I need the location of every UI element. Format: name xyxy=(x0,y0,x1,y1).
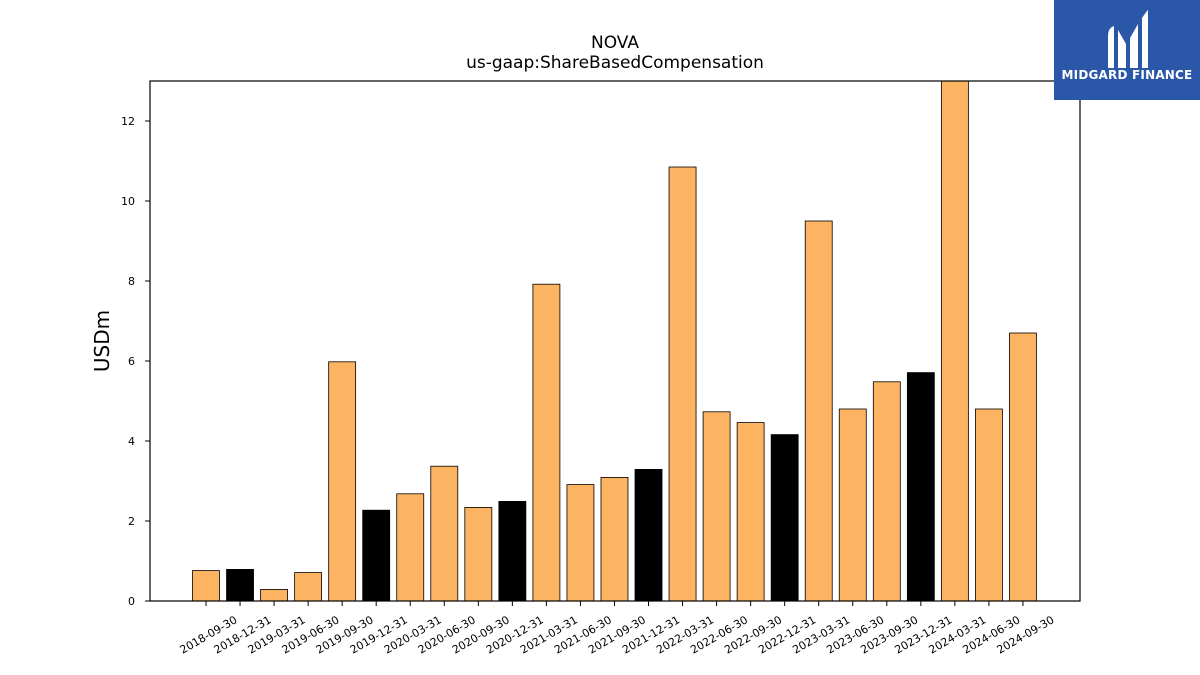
bars-group xyxy=(192,80,1037,602)
bar-2019-03-31 xyxy=(260,589,288,602)
bar-2023-09-30 xyxy=(872,381,901,602)
bar-2021-06-30 xyxy=(566,484,595,602)
bar-2022-06-30 xyxy=(702,411,731,602)
bar-2020-12-31 xyxy=(498,500,527,602)
midgard-m-logo-icon xyxy=(1108,10,1148,68)
y-tick-label: 10 xyxy=(121,195,135,208)
y-axis-ticks: 0 2 4 6 8 10 12 xyxy=(121,115,150,608)
y-tick-label: 0 xyxy=(128,595,135,608)
y-tick-label: 4 xyxy=(128,435,135,448)
bar-2019-06-30 xyxy=(294,572,323,602)
bar-2021-03-31 xyxy=(532,283,561,602)
bar-2024-09-30 xyxy=(1009,332,1037,602)
bar-2021-09-30 xyxy=(600,476,629,602)
logo-text: MIDGARD FINANCE xyxy=(1061,68,1193,82)
bar-2019-12-31 xyxy=(362,509,391,602)
chart-subtitle: us-gaap:ShareBasedCompensation xyxy=(466,53,764,73)
bar-2020-03-31 xyxy=(396,493,425,602)
plot-frame xyxy=(149,80,1081,602)
bar-2021-12-31 xyxy=(634,468,663,602)
chart-title: NOVA xyxy=(591,33,639,53)
bar-2023-03-31 xyxy=(804,220,833,602)
bar-2022-09-30 xyxy=(736,422,765,602)
y-tick-label: 6 xyxy=(128,355,135,368)
bar-2020-06-30 xyxy=(430,465,459,602)
bar-2020-09-30 xyxy=(464,506,493,602)
bar-2023-12-31 xyxy=(906,372,935,602)
x-axis-ticks: 2018-09-302018-12-312019-03-312019-06-30… xyxy=(178,601,1056,657)
y-tick-label: 12 xyxy=(121,115,135,128)
y-tick-label: 8 xyxy=(128,275,135,288)
bar-2018-12-31 xyxy=(226,569,254,602)
bar-2019-09-30 xyxy=(328,361,357,602)
bar-2024-06-30 xyxy=(975,408,1003,602)
midgard-finance-logo: MIDGARD FINANCE xyxy=(1054,0,1200,100)
bar-2022-12-31 xyxy=(770,434,799,602)
y-axis-label: USDm xyxy=(90,310,114,372)
bar-2022-03-31 xyxy=(668,166,697,602)
bar-2023-06-30 xyxy=(838,408,867,602)
bar-2024-03-31 xyxy=(940,80,969,602)
bar-2018-09-30 xyxy=(192,570,220,602)
y-tick-label: 2 xyxy=(128,515,135,528)
